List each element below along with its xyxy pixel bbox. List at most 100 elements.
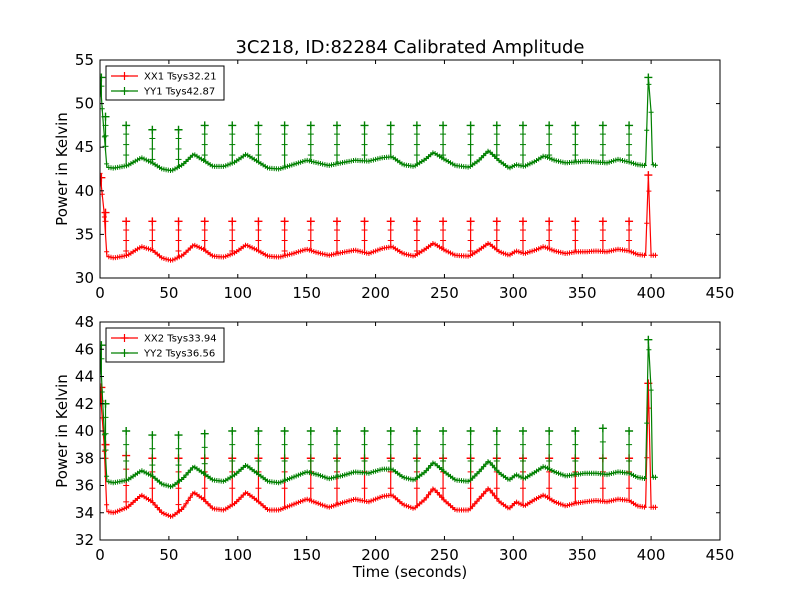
y-tick-label: 40	[75, 422, 94, 440]
data-point-marker	[439, 427, 448, 435]
data-point-marker	[122, 427, 131, 435]
series-1	[100, 170, 658, 263]
y-tick-label: 55	[75, 51, 94, 69]
series-markers	[100, 170, 658, 263]
x-tick-label: 100	[223, 284, 252, 302]
data-point-marker	[306, 217, 315, 226]
panel-1: 0 50 100 150 200 250 300 350 400 450 30 35 40 45 50 55 P…	[53, 51, 734, 302]
data-point-marker	[439, 121, 448, 130]
legend-marker	[120, 334, 129, 342]
data-point-marker	[280, 217, 289, 226]
data-point-marker	[492, 217, 501, 226]
y-tick-label: 42	[75, 395, 94, 413]
data-point-marker	[545, 217, 554, 226]
data-point-marker	[545, 121, 554, 130]
data-point-marker	[571, 427, 580, 435]
data-point-marker	[174, 125, 183, 134]
x-tick-label: 100	[223, 546, 252, 564]
data-point-marker	[598, 121, 607, 130]
y-tick-label: 48	[75, 313, 94, 331]
data-point-marker	[360, 217, 369, 226]
data-point-marker	[571, 121, 580, 130]
data-point-marker	[100, 173, 106, 182]
data-point-marker	[254, 217, 263, 226]
data-point-marker	[644, 73, 653, 82]
legend-box	[105, 65, 225, 101]
data-point-marker	[332, 217, 341, 226]
data-point-marker	[492, 121, 501, 130]
data-point-marker	[492, 427, 501, 435]
x-tick-label: 400	[637, 284, 666, 302]
y-tick-label: 45	[75, 138, 94, 156]
data-point-marker	[254, 427, 263, 435]
data-point-marker	[332, 121, 341, 130]
data-point-marker	[174, 431, 183, 440]
x-axis-label: Time (seconds)	[352, 563, 468, 581]
data-point-marker	[332, 427, 341, 435]
x-tick-label: 50	[159, 284, 178, 302]
data-point-marker	[386, 121, 395, 130]
data-point-marker	[466, 121, 475, 130]
x-tick-label: 0	[95, 284, 105, 302]
data-point-marker	[439, 217, 448, 226]
legend-label: XX1 Tsys32.21	[144, 72, 217, 83]
legend: XX2 Tsys33.94 YY2 Tsys36.56	[105, 327, 225, 363]
data-point-marker	[386, 217, 395, 226]
y-tick-label: 32	[75, 531, 94, 549]
legend-marker	[120, 349, 129, 357]
x-tick-label: 350	[568, 546, 597, 564]
data-point-marker	[598, 424, 607, 433]
legend-label: YY1 Tsys42.87	[143, 87, 215, 98]
data-point-marker	[228, 121, 237, 130]
plot-area-2	[100, 335, 658, 519]
x-tick-label: 250	[430, 284, 459, 302]
series-markers	[100, 384, 658, 519]
data-point-marker	[122, 217, 131, 226]
legend: XX1 Tsys32.21 YY1 Tsys42.87	[105, 65, 225, 101]
panel-2: 0 50 100 150 200 250 300 350 400 450 32 34 36 38 40 42 4…	[53, 313, 734, 564]
data-point-marker	[101, 208, 110, 217]
x-tick-label: 150	[292, 546, 321, 564]
data-point-marker	[122, 121, 131, 130]
data-point-marker	[174, 217, 183, 226]
data-point-marker	[644, 335, 653, 344]
x-tick-label: 200	[361, 284, 390, 302]
x-tick-label: 450	[706, 546, 735, 564]
x-tick-label: 150	[292, 284, 321, 302]
y-tick-label: 36	[75, 477, 94, 495]
data-point-marker	[306, 427, 315, 435]
y-tick-label: 38	[75, 449, 94, 467]
legend-label: YY2 Tsys36.56	[143, 349, 215, 360]
data-point-marker	[598, 217, 607, 226]
data-point-marker	[200, 217, 209, 226]
data-point-marker	[571, 217, 580, 226]
x-tick-label: 0	[95, 546, 105, 564]
data-point-marker	[228, 427, 237, 435]
data-point-marker	[306, 121, 315, 130]
data-point-marker	[625, 217, 634, 226]
data-point-marker	[412, 427, 421, 435]
data-point-marker	[412, 121, 421, 130]
data-point-marker	[228, 217, 237, 226]
chart-title: 3C218, ID:82284 Calibrated Amplitude	[235, 37, 584, 58]
data-point-marker	[148, 217, 157, 226]
series-2	[100, 335, 658, 490]
data-point-marker	[518, 427, 527, 435]
data-point-marker	[466, 217, 475, 226]
data-point-marker	[148, 125, 157, 134]
data-point-marker	[625, 427, 634, 435]
data-point-marker	[625, 121, 634, 130]
y-tick-label: 44	[75, 368, 94, 386]
series-markers	[100, 74, 658, 173]
y-axis-label: Power in Kelvin	[53, 112, 71, 226]
x-tick-label: 300	[499, 284, 528, 302]
plot-frame	[99, 59, 721, 279]
x-tick-label: 450	[706, 284, 735, 302]
y-tick-label: 40	[75, 182, 94, 200]
data-point-marker	[360, 427, 369, 435]
data-point-marker	[518, 217, 527, 226]
y-tick-label: 50	[75, 95, 94, 113]
legend-marker	[120, 72, 129, 80]
legend-box	[105, 327, 225, 363]
legend-label: XX2 Tsys33.94	[144, 334, 217, 345]
